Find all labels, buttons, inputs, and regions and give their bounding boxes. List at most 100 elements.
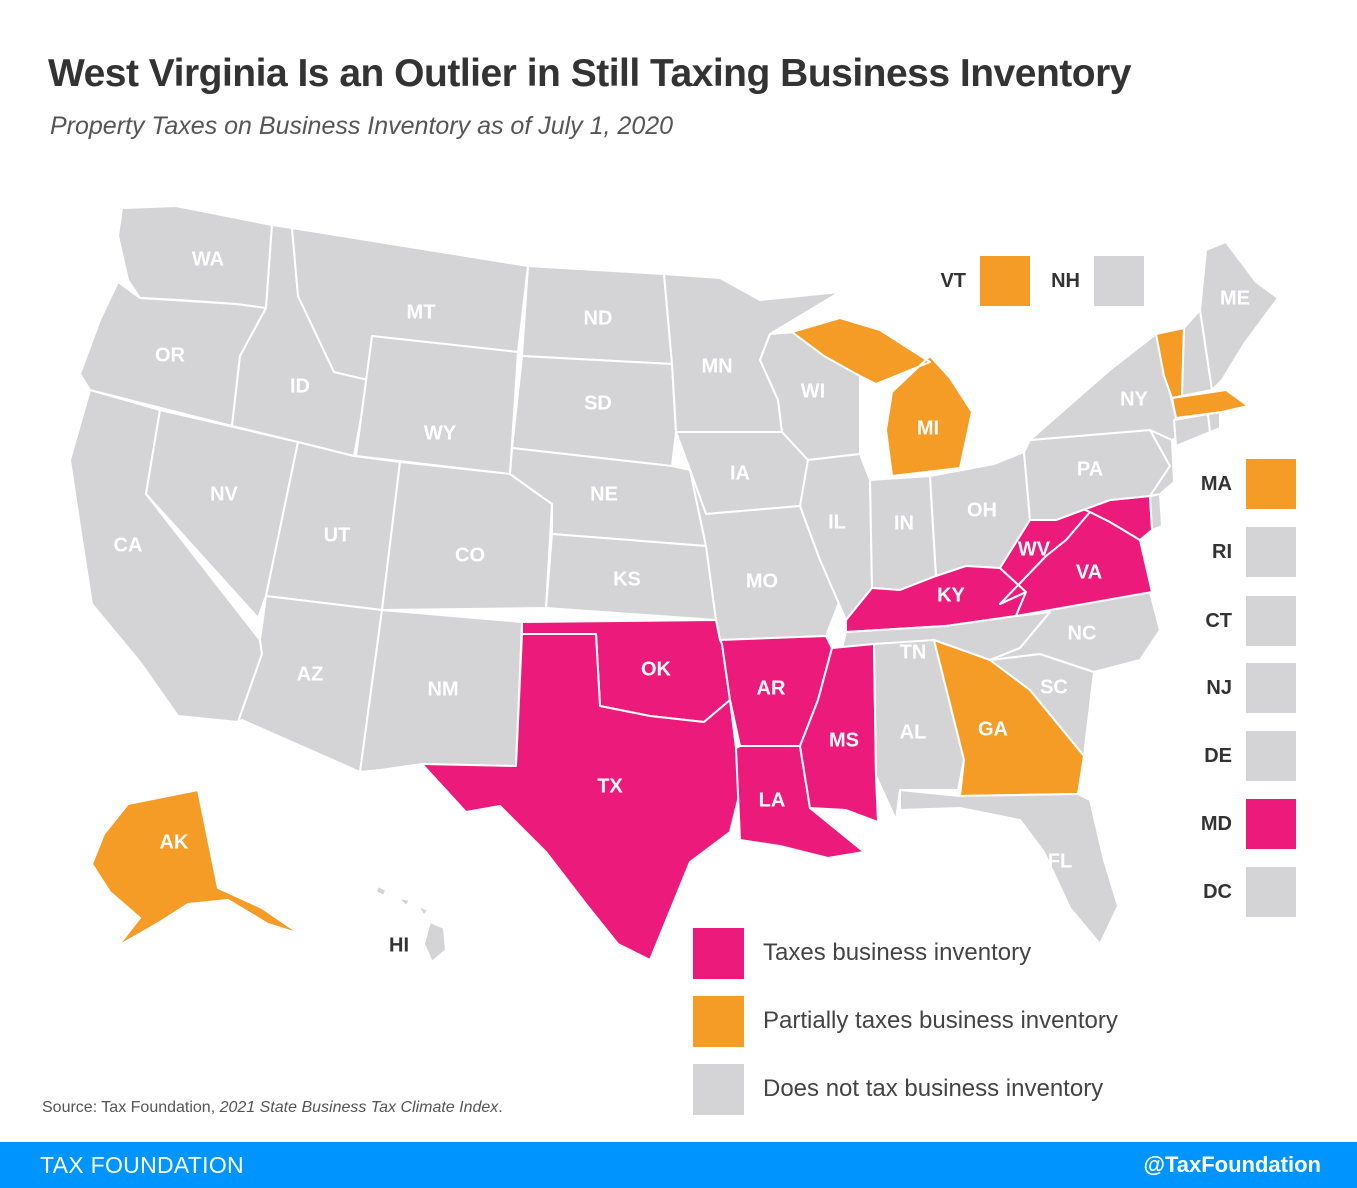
callout-NH: NH [1040,256,1144,306]
label-OH: OH [967,499,997,521]
label-WY: WY [424,422,457,444]
callout-NJ: NJ [1192,663,1296,713]
label-MT: MT [407,301,436,323]
state-RI [1207,411,1221,433]
label-WA: WA [192,248,224,270]
legend-swatch-partial [693,995,744,1047]
label-NY: NY [1120,388,1148,410]
footer-org: TAX FOUNDATION [40,1151,244,1178]
legend-label-partial: Partially taxes business inventory [763,1007,1118,1034]
callout-CT-label: CT [1205,609,1232,632]
callout-NJ-label: NJ [1206,676,1232,699]
callout-DE-label: DE [1204,744,1232,767]
state-VT [1155,327,1185,399]
legend-item-none: Does not tax business inventory [693,1063,1118,1115]
label-ME: ME [1220,287,1250,309]
callout-DE: DE [1192,731,1296,781]
state-AK [91,789,301,947]
label-WI: WI [801,380,825,402]
label-SC: SC [1040,676,1068,698]
callout-MA-swatch [1246,459,1296,509]
label-TX: TX [597,775,623,797]
label-GA: GA [978,718,1008,740]
label-IL: IL [828,511,846,533]
label-MI: MI [917,417,939,439]
source-prefix: Source: Tax Foundation, [42,1099,220,1116]
callout-NH-label: NH [1051,269,1080,292]
label-TN: TN [900,641,927,663]
label-ND: ND [584,307,613,329]
callout-DC: DC [1192,867,1296,917]
callout-RI-label: RI [1212,540,1232,563]
legend-label-taxes: Taxes business inventory [763,939,1032,966]
state-CT [1173,413,1211,447]
state-HI [375,885,447,963]
label-UT: UT [324,524,351,546]
label-CA: CA [114,534,143,556]
state-FL [899,789,1119,945]
label-NM: NM [427,678,458,700]
chart-subtitle: Property Taxes on Business Inventory as … [50,112,674,140]
callout-VT-swatch [980,256,1030,306]
callout-NJ-swatch [1246,663,1296,713]
callout-CT-swatch [1246,596,1296,646]
legend-item-partial: Partially taxes business inventory [693,995,1118,1047]
state-MO [689,469,841,641]
legend-item-taxes: Taxes business inventory [693,927,1118,979]
label-AK: AK [160,831,189,853]
callout-VT: VT [926,256,1030,306]
callout-DE-swatch [1246,731,1296,781]
label-OK: OK [641,658,672,680]
label-SD: SD [584,392,612,414]
callout-NH-swatch [1094,256,1144,306]
us-states-map: WA OR CA ID NV MT WY UT CO AZ NM ND SD N… [69,205,1279,963]
label-VA: VA [1076,561,1102,583]
footer-bar: TAX FOUNDATION @TaxFoundation [0,1142,1357,1188]
label-KS: KS [613,568,641,590]
callout-MA-label: MA [1200,472,1232,495]
legend-swatch-taxes [693,927,744,979]
callout-MA: MA [1192,459,1296,509]
callout-DC-swatch [1246,867,1296,917]
chart-title: West Virginia Is an Outlier in Still Tax… [48,52,1131,95]
label-CO: CO [455,544,485,566]
callout-DC-label: DC [1203,880,1232,903]
source-suffix: . [498,1099,503,1116]
label-OR: OR [155,344,186,366]
label-IN: IN [894,512,914,534]
footer-handle[interactable]: @TaxFoundation [1143,1152,1321,1177]
label-WV: WV [1018,538,1051,560]
label-PA: PA [1077,458,1103,480]
label-NE: NE [590,483,618,505]
legend: Taxes business inventory Partially taxes… [693,927,1118,1132]
callout-RI-swatch [1246,527,1296,577]
label-LA: LA [759,789,786,811]
label-ID: ID [290,375,310,397]
label-MN: MN [701,355,732,377]
callout-RI: RI [1192,527,1296,577]
label-MO: MO [746,570,778,592]
state-CO [381,461,553,611]
state-DE [1149,493,1163,531]
label-KY: KY [937,584,965,606]
label-AZ: AZ [297,663,324,685]
label-IA: IA [730,462,750,484]
source-note: Source: Tax Foundation, 2021 State Busin… [42,1099,503,1117]
state-WY [355,335,519,475]
state-MA [1171,389,1249,419]
state-SD [511,355,677,467]
source-title: 2021 State Business Tax Climate Index [219,1099,499,1116]
state-ME [1199,241,1279,391]
state-labels: WA OR CA ID NV MT WY UT CO AZ NM ND SD N… [114,248,1250,956]
state-NC [989,591,1161,673]
callout-MD: MD [1192,799,1296,849]
label-FL: FL [1048,850,1072,872]
label-NV: NV [210,483,238,505]
callout-MD-label: MD [1200,812,1232,835]
callout-CT: CT [1192,596,1296,646]
callout-MD-swatch [1246,799,1296,849]
label-AR: AR [757,677,786,699]
label-MS: MS [829,729,859,751]
label-NC: NC [1068,622,1097,644]
legend-label-none: Does not tax business inventory [763,1075,1104,1102]
